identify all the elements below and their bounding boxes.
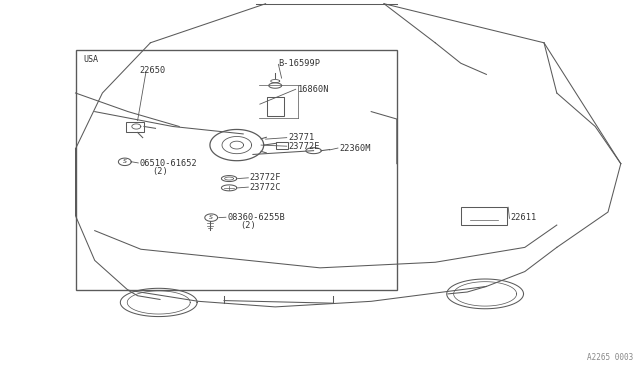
Text: 16860N: 16860N <box>298 85 329 94</box>
Text: 22650: 22650 <box>140 66 166 75</box>
Text: B-16599P: B-16599P <box>278 59 321 68</box>
Text: 23771: 23771 <box>288 133 314 142</box>
Text: (2): (2) <box>152 167 168 176</box>
Text: (2): (2) <box>240 221 256 230</box>
Text: 23772C: 23772C <box>250 183 281 192</box>
Text: 23772F: 23772F <box>250 173 281 182</box>
Bar <box>461 207 507 225</box>
Text: USA: USA <box>83 55 98 64</box>
Text: A2265 0003: A2265 0003 <box>588 353 634 362</box>
Text: 22360M: 22360M <box>339 144 371 153</box>
Text: 06510-61652: 06510-61652 <box>140 159 197 168</box>
Text: S: S <box>123 159 127 164</box>
Bar <box>267 97 284 116</box>
Text: S: S <box>209 215 213 220</box>
Text: 08360-6255B: 08360-6255B <box>227 213 285 222</box>
Text: 23772E: 23772E <box>288 142 319 151</box>
Text: 22611: 22611 <box>511 213 537 222</box>
Bar <box>76 50 397 290</box>
Bar <box>126 122 144 132</box>
Bar <box>276 142 288 149</box>
